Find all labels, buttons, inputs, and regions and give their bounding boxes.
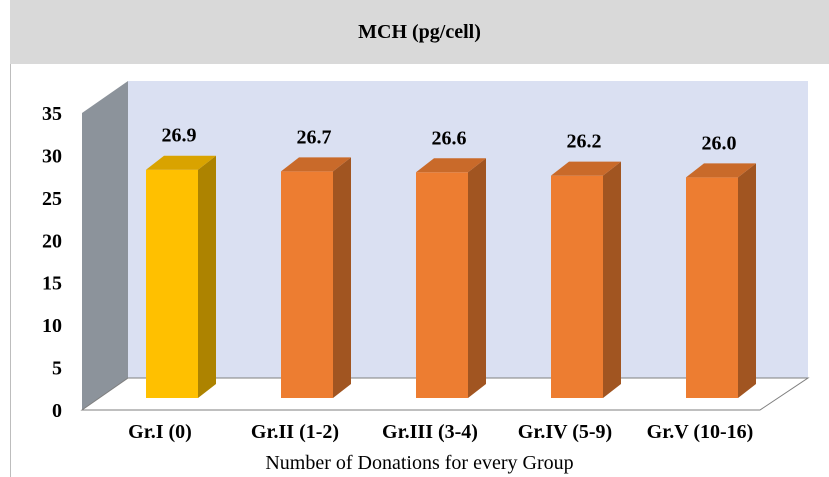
bar-side	[468, 158, 486, 398]
data-label: 26.7	[297, 126, 332, 148]
chart-title-bar: MCH (pg/cell)	[10, 0, 829, 64]
bar-top	[551, 161, 621, 176]
bar-front	[281, 171, 333, 398]
data-label: 26.9	[162, 125, 197, 147]
bar-front	[146, 169, 198, 398]
x-axis-categories: Gr.I (0) Gr.II (1-2) Gr.III (3-4) Gr.IV (5-…	[128, 421, 753, 443]
data-labels: 26.9 26.7 26.6 26.2 26.0	[162, 125, 737, 155]
x-category-label: Gr.II (1-2)	[251, 421, 339, 443]
y-axis-ticks: 0 5 10 15 20 25 30 35	[42, 103, 62, 422]
y-tick-label: 25	[42, 188, 62, 210]
side-wall	[82, 81, 128, 410]
bar-front	[686, 177, 738, 398]
y-tick-label: 15	[42, 273, 62, 295]
y-tick-label: 35	[42, 103, 62, 125]
bar-top	[281, 157, 351, 172]
chart-title: MCH (pg/cell)	[358, 20, 481, 43]
bar-series	[146, 155, 756, 398]
bar-top	[686, 163, 756, 178]
data-label: 26.6	[432, 127, 467, 149]
y-tick-label: 20	[42, 230, 62, 252]
x-category-label: Gr.IV (5-9)	[518, 421, 612, 443]
y-tick-label: 5	[52, 358, 62, 380]
bar-front	[551, 175, 603, 398]
bar-side	[603, 161, 621, 398]
x-category-label: Gr.V (10-16)	[647, 421, 754, 443]
y-tick-label: 10	[42, 315, 62, 337]
data-label: 26.0	[702, 132, 737, 154]
bar-side	[198, 155, 216, 398]
bar-top	[146, 155, 216, 170]
y-tick-label: 30	[42, 145, 62, 167]
x-category-label: Gr.I (0)	[128, 421, 192, 443]
bar-front	[416, 172, 468, 398]
x-axis-title: Number of Donations for every Group	[265, 452, 574, 474]
y-tick-label: 0	[52, 400, 62, 422]
bar-side	[333, 157, 351, 398]
bar-top	[416, 158, 486, 173]
x-category-label: Gr.III (3-4)	[382, 421, 478, 443]
bar-side	[738, 163, 756, 398]
data-label: 26.2	[567, 131, 602, 153]
